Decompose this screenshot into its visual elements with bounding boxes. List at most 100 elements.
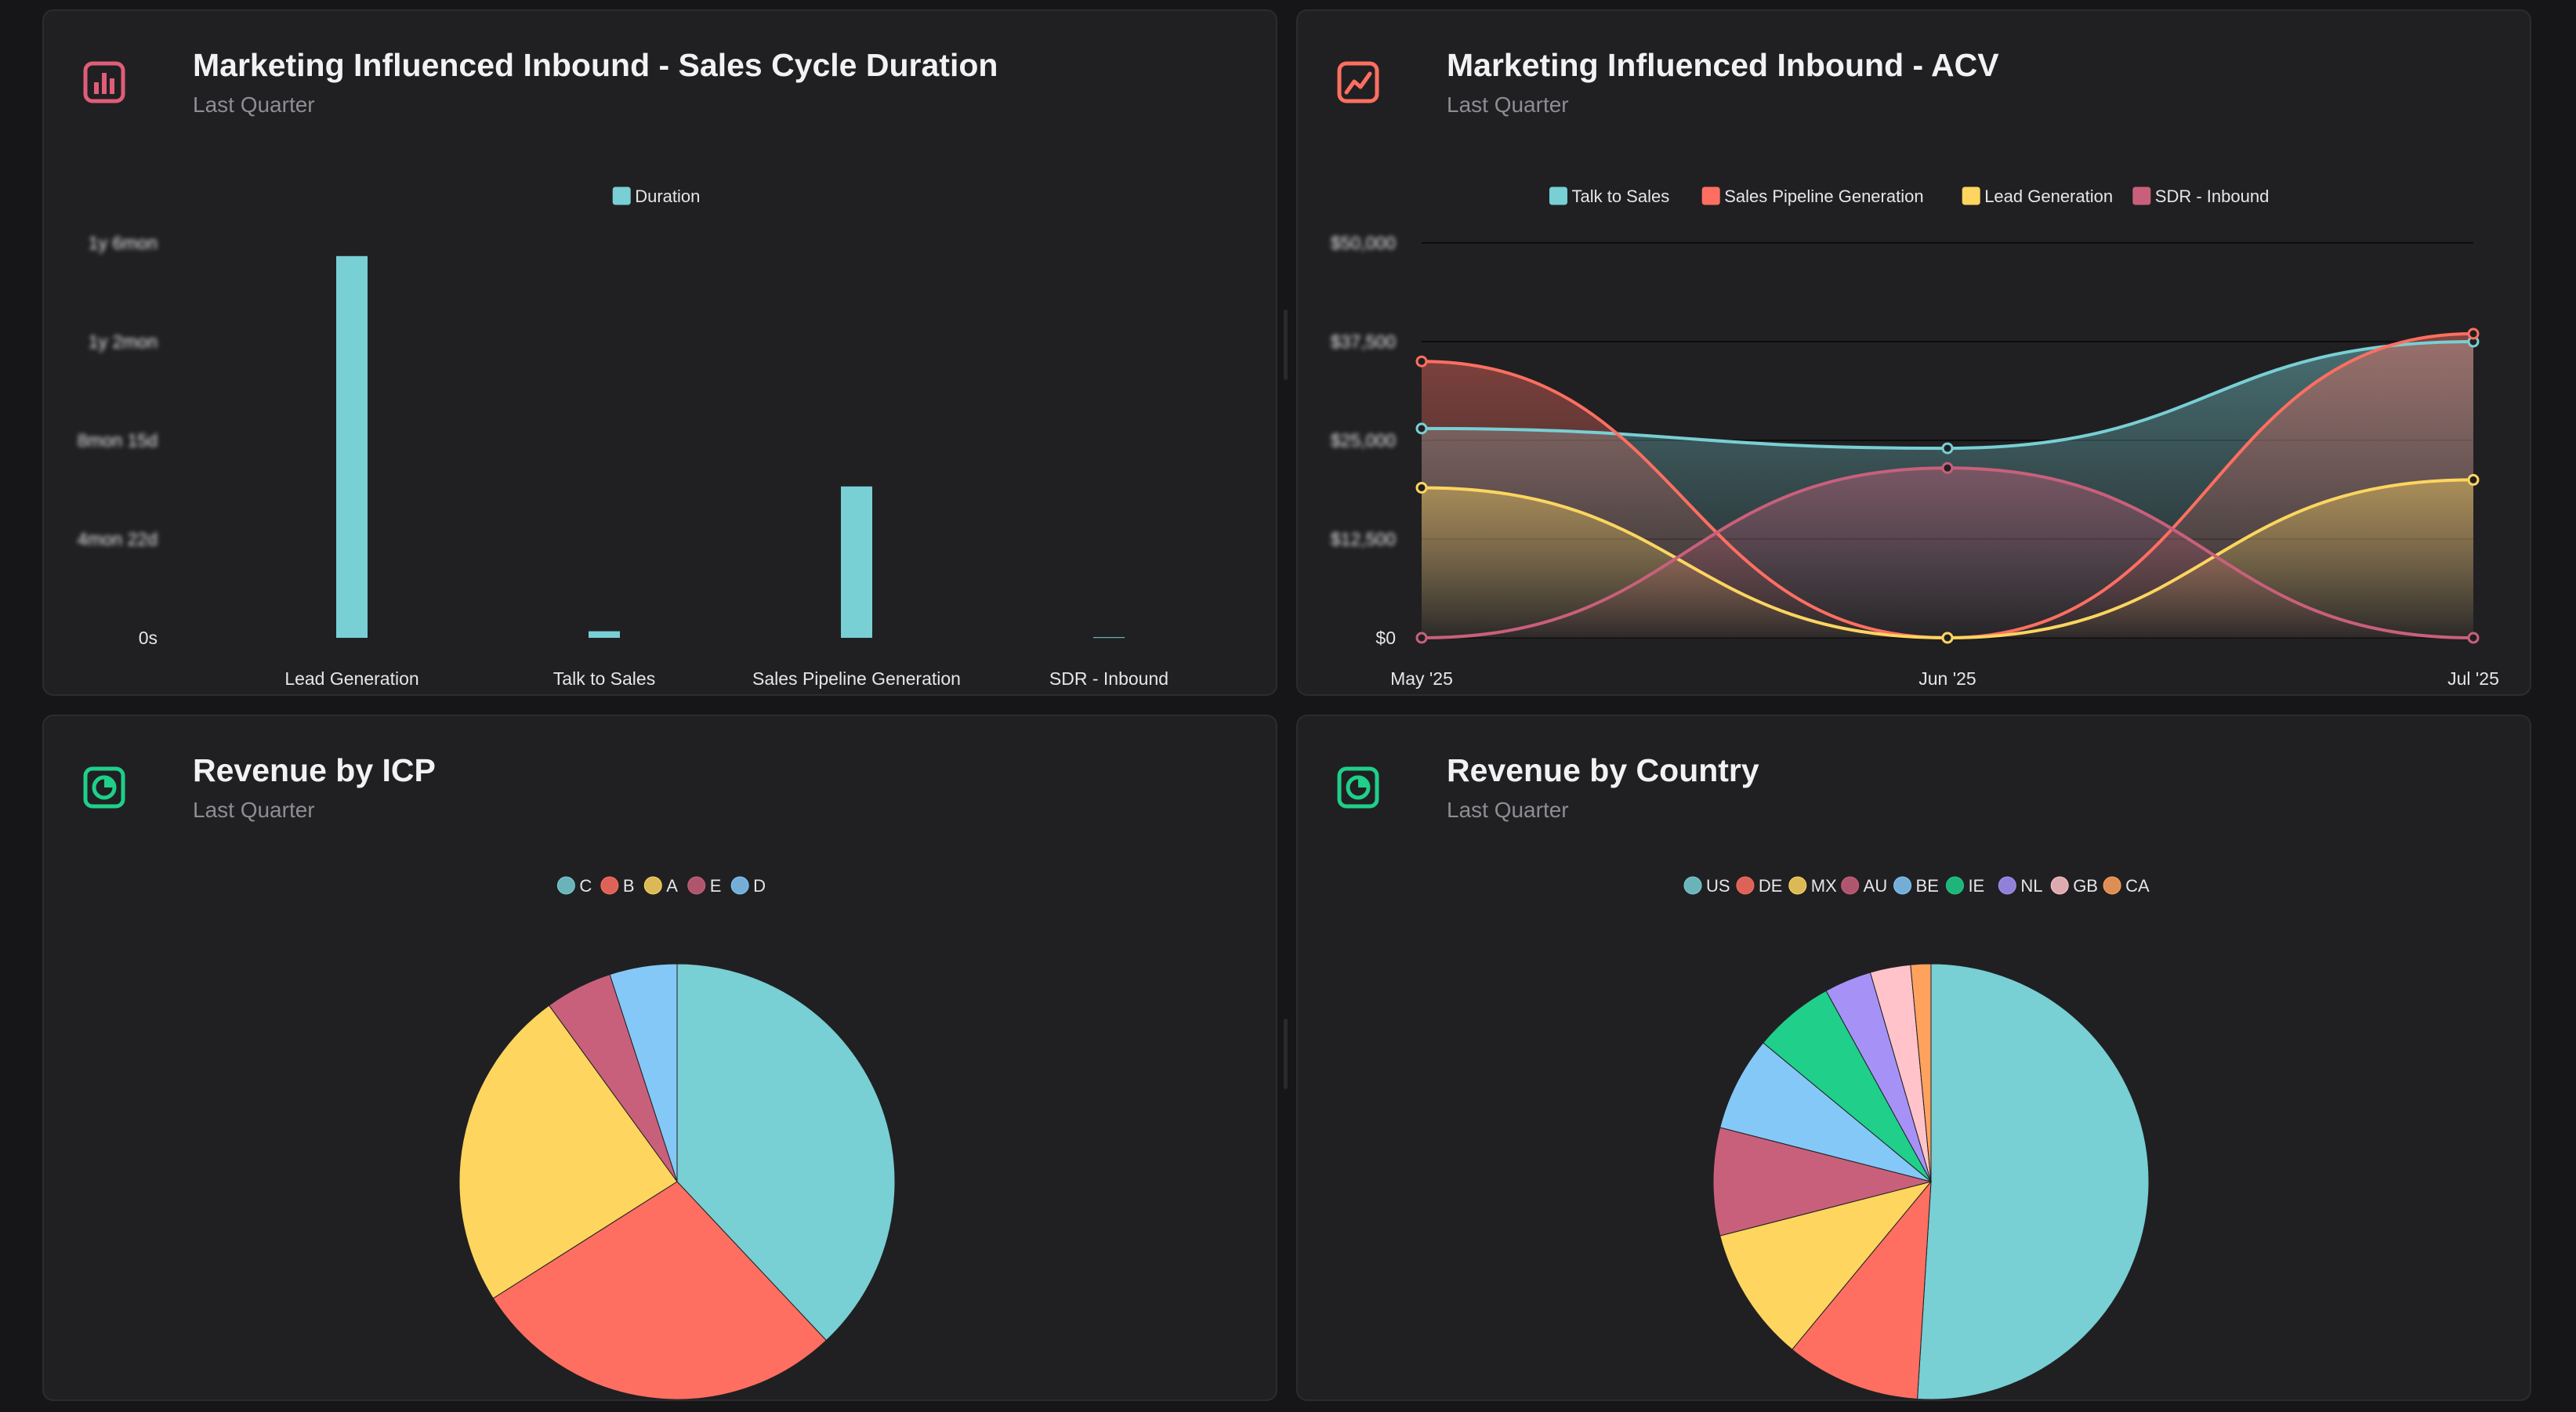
legend-item: C [556,876,592,896]
card-title: Marketing Influenced Inbound - Sales Cyc… [193,47,998,83]
x-tick-label: Talk to Sales [553,668,655,689]
card-header: Revenue by Country Last Quarter [1337,746,2498,832]
legend-label: IE [1968,876,1984,896]
legend-swatch [2050,876,2069,895]
pie-slice [609,963,678,1182]
sales-cycle-bar-chart: Duration 1y 6mon 1y 2mon 8mon 15d 4mon 22d 0s… [78,186,1168,689]
legend-swatch [2132,186,2151,205]
legend-item: A [643,876,678,896]
y-tick-label: $37,500 [1331,331,1396,352]
legend-swatch [643,876,662,895]
legend-item: CA [2103,876,2150,896]
x-tick-label: May '25 [1390,668,1453,689]
bar [589,631,620,638]
legend-item: MX [1788,876,1837,896]
pie-slice [1917,963,2150,1399]
data-point [1415,632,1428,644]
pie-chart-icon [1337,766,1379,809]
x-tick-label: Jul '25 [2447,668,2499,689]
resize-handle[interactable] [1284,310,1288,380]
y-tick-label: 1y 6mon [89,233,158,253]
y-tick-label: 0s [139,628,158,648]
legend-item: SDR - Inbound [2132,186,2270,206]
legend-item: BE [1893,876,1939,896]
card-title: Revenue by ICP [193,752,436,788]
acv-card: Marketing Influenced Inbound - ACV Last … [1296,9,2531,696]
sales-cycle-duration-card: Marketing Influenced Inbound - Sales Cyc… [42,9,1277,696]
data-point [1415,355,1428,367]
legend-label: Sales Pipeline Generation [1724,186,1923,206]
y-tick-label: $25,000 [1331,430,1396,451]
bar [336,255,368,638]
legend-item: E [687,876,722,896]
legend-swatch [1701,186,1720,205]
legend-swatch [1841,876,1860,895]
legend-label: Lead Generation [1984,186,2113,206]
legend-item: Duration [612,186,700,206]
legend-label: BE [1916,876,1939,896]
legend-item: AU [1841,876,1887,896]
data-point [2467,328,2480,340]
card-subtitle: Last Quarter [193,798,315,822]
legend-swatch [1998,876,2016,895]
legend-label: US [1706,876,1730,896]
legend-item: GB [2050,876,2098,896]
legend-swatch [1683,876,1702,895]
legend-item: D [730,876,766,896]
legend-label: E [710,876,722,896]
series-area [1422,468,2473,638]
y-tick-label: $50,000 [1331,233,1396,253]
revenue-by-country-card: Revenue by Country Last Quarter US DE MX AU… [1296,715,2531,1401]
legend-swatch [1549,186,1567,205]
y-tick-label: 4mon 22d [78,529,158,549]
legend-item: US [1683,876,1730,896]
pie-slice [458,1005,678,1299]
legend-label: A [666,876,678,896]
legend-label: Duration [635,186,700,206]
acv-area-chart: Talk to Sales Sales Pipeline Generation Le… [1331,186,2499,689]
y-tick-label: $0 [1375,628,1396,648]
legend-label: NL [2020,876,2042,896]
card-header: Marketing Influenced Inbound - ACV Last … [1337,41,2498,127]
legend-item: B [600,876,635,896]
x-tick-label: Sales Pipeline Generation [752,668,961,689]
bar [1093,637,1125,639]
legend-item: IE [1945,876,1984,896]
legend-swatch [1893,876,1912,895]
card-title: Marketing Influenced Inbound - ACV [1447,47,1999,83]
legend-swatch [556,876,575,895]
x-tick-label: SDR - Inbound [1049,668,1168,689]
x-tick-label: Jun '25 [1918,668,1976,689]
y-tick-label: 8mon 15d [78,430,158,451]
card-subtitle: Last Quarter [193,92,315,117]
legend-label: SDR - Inbound [2155,186,2270,206]
legend-label: MX [1811,876,1837,896]
legend-swatch [1945,876,1964,895]
data-point [1415,481,1428,494]
pie-slice [1792,1180,1932,1399]
resize-handle[interactable] [1284,1019,1288,1089]
bar-chart-icon [83,61,125,103]
pie-slice [492,1181,828,1399]
country-pie-chart: US DE MX AU BE IE NL GB CA [1683,876,2150,1399]
card-subtitle: Last Quarter [1447,798,1569,822]
legend-label: Talk to Sales [1571,186,1669,206]
legend-label: CA [2125,876,2150,896]
legend-item: Talk to Sales [1549,186,1669,206]
card-subtitle: Last Quarter [1447,92,1569,117]
card-title: Revenue by Country [1447,752,1759,788]
legend-swatch [600,876,619,895]
legend-swatch [1788,876,1807,895]
pie-chart-icon [83,766,125,809]
revenue-by-icp-card: Revenue by ICP Last Quarter C B A E D [42,715,1277,1401]
legend-label: B [623,876,635,896]
pie-slice [1910,963,1932,1182]
data-point [1941,462,1954,474]
legend-label: DE [1759,876,1783,896]
bar [841,486,872,638]
data-point [2467,632,2480,644]
legend-label: GB [2073,876,2098,896]
data-point [1415,422,1428,435]
legend-swatch [730,876,749,895]
